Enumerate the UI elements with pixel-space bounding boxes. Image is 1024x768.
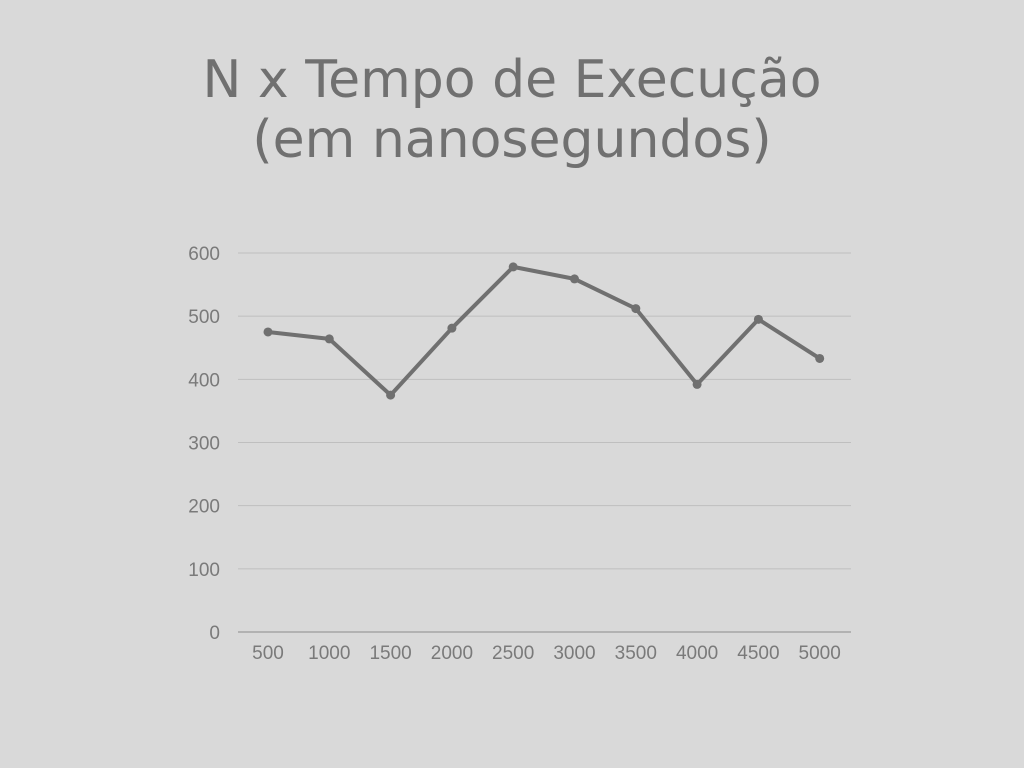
data-point-2000: [447, 323, 457, 333]
series-layer: [263, 262, 825, 400]
x-tick-label-4500: 4500: [737, 643, 779, 664]
y-tick-label-500: 500: [188, 307, 220, 328]
data-point-2500: [508, 262, 518, 272]
x-tick-label-2500: 2500: [492, 643, 534, 664]
x-tick-label-500: 500: [252, 643, 284, 664]
data-point-4000: [692, 379, 702, 389]
data-point-1500: [386, 390, 396, 400]
x-tick-label-1500: 1500: [369, 643, 411, 664]
y-tick-label-100: 100: [188, 560, 220, 581]
series-line: [266, 264, 822, 398]
x-tick-label-3500: 3500: [615, 643, 657, 664]
y-axis-tick-labels: 0 100 200 300 400 500 600: [188, 244, 220, 644]
data-point-3500: [631, 304, 641, 314]
chart-title-line-1: N x Tempo de Execução: [202, 50, 822, 110]
grid-lines: [238, 252, 851, 570]
data-point-4500: [753, 314, 763, 324]
data-point-500: [263, 327, 273, 337]
y-tick-label-300: 300: [188, 434, 220, 455]
y-tick-label-0: 0: [209, 623, 220, 644]
x-axis-tick-labels: 500 1000 1500 2000 2500 3000 3500 4000 4500 5000: [252, 643, 841, 664]
x-tick-label-5000: 5000: [799, 643, 841, 664]
x-tick-label-3000: 3000: [553, 643, 595, 664]
data-point-1000: [324, 334, 334, 344]
x-tick-label-1000: 1000: [308, 643, 350, 664]
y-tick-label-200: 200: [188, 497, 220, 518]
chart-title: N x Tempo de Execução (em nanosegundos): [0, 50, 1024, 170]
chart-title-line-2: (em nanosegundos): [252, 110, 772, 170]
data-point-3000: [570, 274, 579, 284]
y-tick-label-600: 600: [188, 244, 220, 265]
x-tick-label-4000: 4000: [676, 643, 718, 664]
x-tick-label-2000: 2000: [431, 643, 473, 664]
data-point-5000: [815, 353, 825, 363]
y-tick-label-400: 400: [188, 370, 220, 391]
